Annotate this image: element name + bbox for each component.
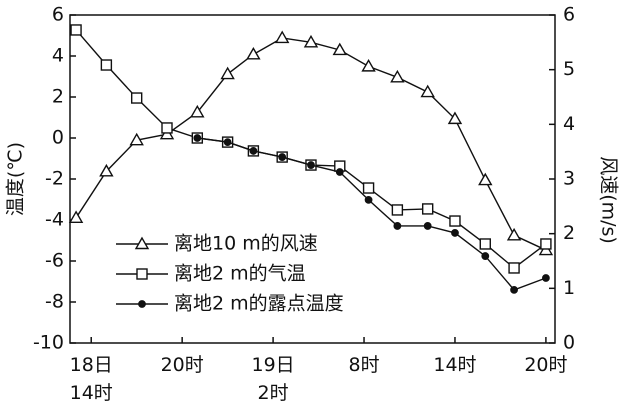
marker: [161, 122, 173, 134]
y2-tick-label: 0: [563, 332, 575, 354]
y2-tick-label: 5: [563, 58, 575, 80]
marker: [130, 92, 143, 104]
marker: [478, 172, 493, 186]
marker: [423, 222, 432, 230]
y-tick-label: -2: [45, 168, 64, 190]
legend-marker: [138, 300, 146, 308]
marker: [100, 59, 113, 71]
y-tick-label: -10: [33, 332, 64, 354]
marker: [390, 69, 405, 83]
marker: [274, 30, 290, 44]
marker: [303, 34, 319, 48]
marker: [190, 104, 205, 118]
legend-marker: [136, 268, 148, 280]
marker: [391, 204, 404, 216]
marker: [364, 196, 373, 204]
x-tick-label: 18日 14时: [70, 354, 113, 404]
series-line: [75, 37, 547, 251]
marker: [129, 132, 144, 146]
x-tick-label: 20时: [524, 354, 567, 376]
y-axis-label: 温度(℃): [5, 142, 27, 216]
legend-label: 离地2 m的露点温度: [174, 293, 344, 315]
marker: [361, 58, 376, 72]
y2-tick-label: 1: [563, 277, 575, 299]
marker: [99, 163, 114, 177]
y-tick-label: -6: [45, 250, 64, 272]
marker: [451, 229, 459, 237]
marker: [278, 153, 287, 161]
legend-label: 离地10 m的风速: [174, 233, 318, 255]
marker: [420, 84, 435, 98]
marker: [508, 262, 520, 274]
marker: [193, 134, 202, 142]
y2-tick-label: 2: [563, 222, 575, 244]
marker: [421, 203, 434, 215]
y-tick-label: -4: [45, 209, 64, 231]
y-tick-label: -8: [45, 291, 64, 313]
y2-tick-label: 3: [563, 168, 575, 190]
marker: [220, 66, 235, 80]
y2-tick-label: 4: [563, 113, 575, 135]
marker: [393, 222, 402, 230]
marker: [362, 182, 375, 194]
legend-label: 离地2 m的气温: [174, 263, 306, 285]
marker: [542, 274, 550, 282]
y-tick-label: 0: [52, 127, 64, 149]
x-tick-label: 8时: [348, 354, 379, 376]
marker: [223, 138, 232, 147]
marker: [70, 24, 82, 36]
marker: [332, 42, 347, 56]
y2-axis-label: 风速(m/s): [598, 156, 620, 244]
marker: [506, 227, 522, 241]
marker: [307, 161, 315, 169]
x-tick-label: 14时: [433, 354, 476, 376]
y-tick-label: 2: [52, 86, 64, 108]
y-tick-label: 6: [52, 4, 64, 26]
marker: [449, 215, 461, 227]
y-tick-label: 4: [52, 45, 64, 67]
marker: [540, 238, 552, 250]
marker: [510, 286, 518, 294]
marker: [447, 111, 463, 125]
y2-tick-label: 6: [563, 4, 575, 26]
marker: [249, 147, 258, 155]
marker: [68, 210, 84, 224]
marker: [335, 168, 344, 176]
legend-marker: [134, 236, 150, 250]
marker: [246, 46, 261, 60]
x-tick-label: 19日 2时: [252, 354, 295, 404]
marker: [479, 238, 491, 250]
x-tick-label: 20时: [161, 354, 204, 376]
marker: [481, 252, 490, 260]
